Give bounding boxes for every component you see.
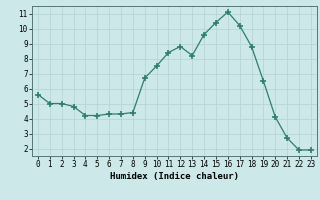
- X-axis label: Humidex (Indice chaleur): Humidex (Indice chaleur): [110, 172, 239, 181]
